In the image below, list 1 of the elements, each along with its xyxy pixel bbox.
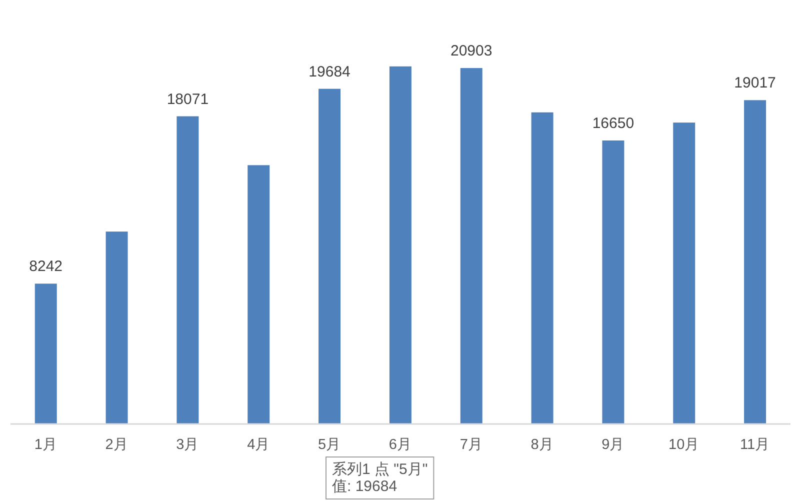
annotation: 系列1 点 "5月" 值: 19684: [326, 456, 434, 500]
